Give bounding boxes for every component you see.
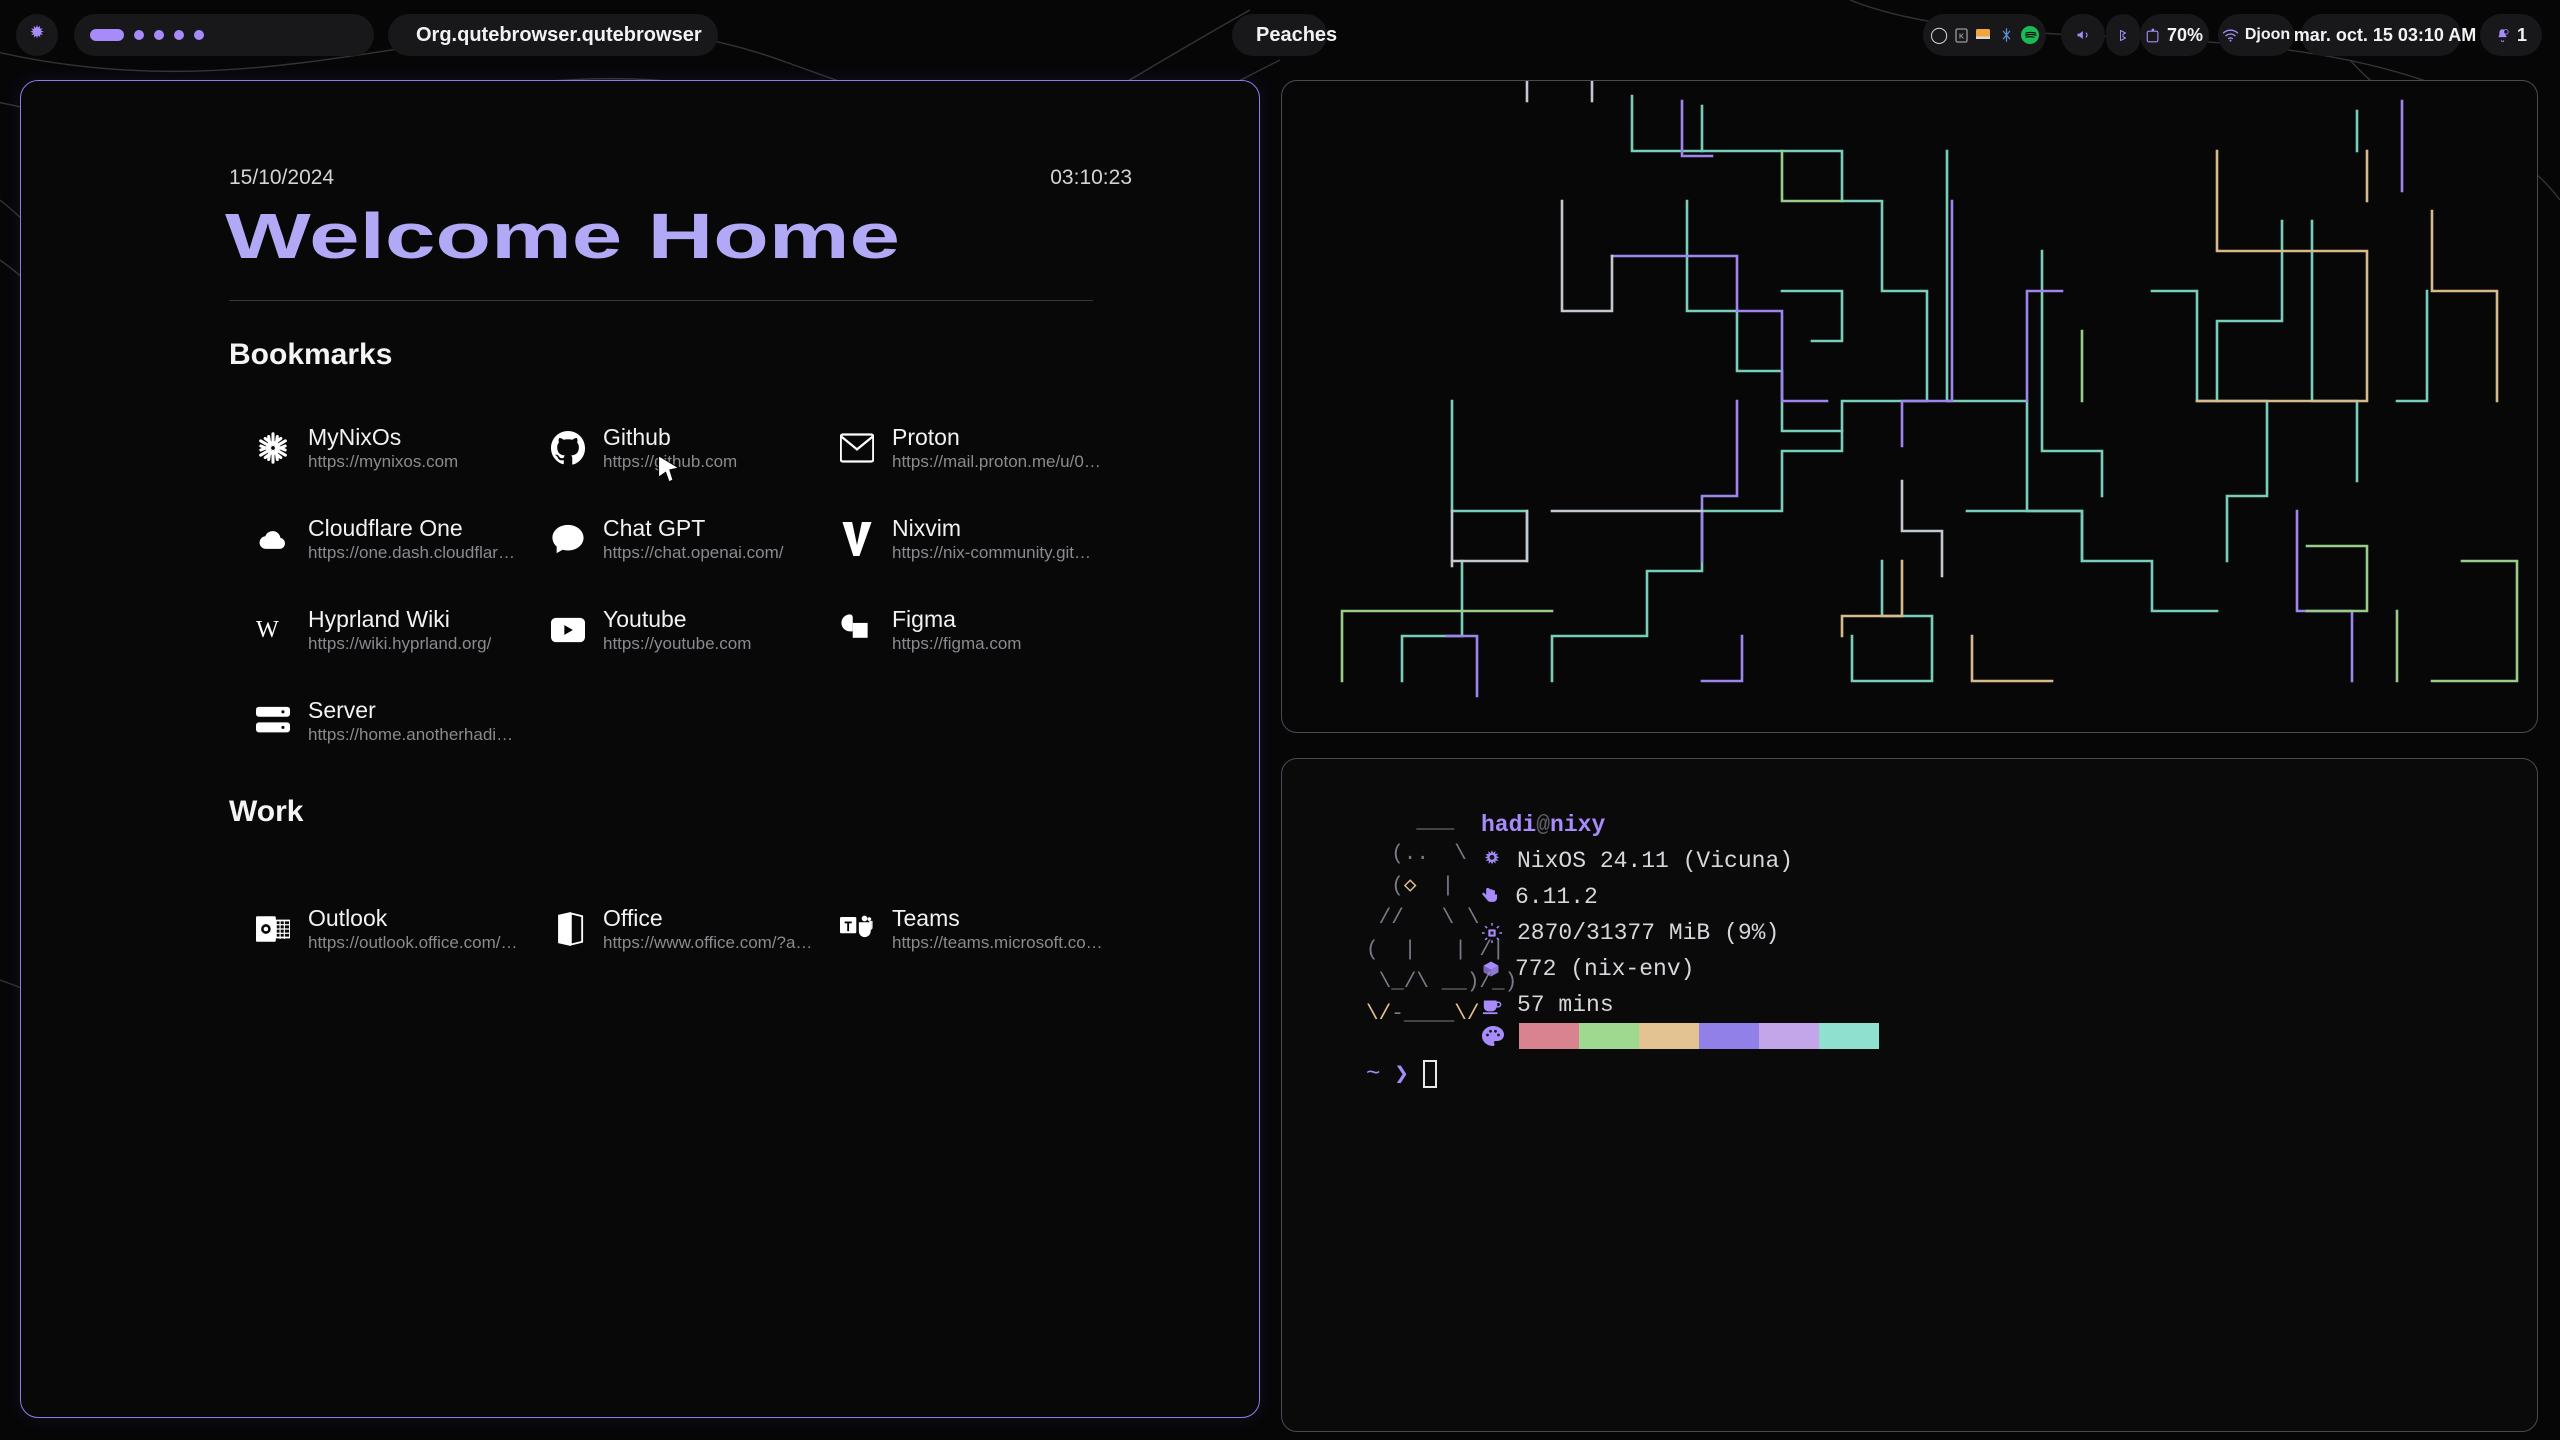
svg-text:K: K [1959,33,1964,40]
svg-text:W: W [256,617,279,643]
